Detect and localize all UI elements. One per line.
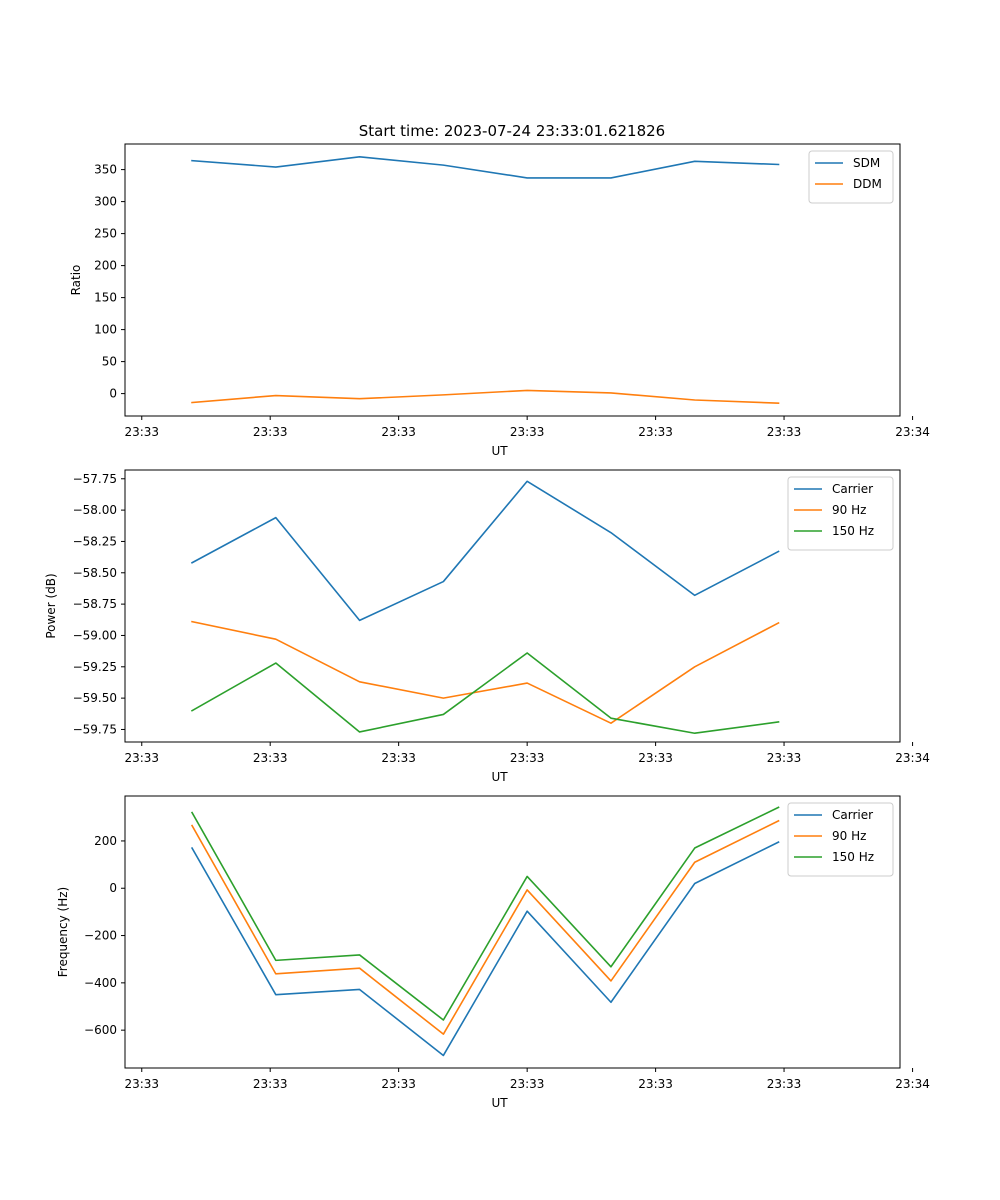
series-line-ddm xyxy=(191,389,780,405)
x-tick-label: 23:33 xyxy=(253,751,288,765)
y-tick-label: −400 xyxy=(84,976,117,990)
y-axis-label: Frequency (Hz) xyxy=(56,887,70,978)
y-tick-label: 150 xyxy=(94,291,117,305)
y-tick-label: 50 xyxy=(102,355,117,369)
y-tick-label: −58.25 xyxy=(73,534,117,548)
x-tick-label: 23:33 xyxy=(510,425,545,439)
y-tick-label: −57.75 xyxy=(73,472,117,486)
legend: Carrier 90 Hz 150 Hz xyxy=(787,802,894,877)
y-tick-label: −600 xyxy=(84,1023,117,1037)
y-tick-label: 200 xyxy=(94,834,117,848)
y-tick-label: 300 xyxy=(94,195,117,209)
series-line-150-hz xyxy=(190,652,780,735)
x-tick-label: 23:34 xyxy=(895,425,930,439)
x-axis-label: UT xyxy=(491,770,508,784)
legend: SDM DDM xyxy=(808,150,894,204)
y-tick-label: −59.25 xyxy=(73,660,117,674)
x-tick-label: 23:33 xyxy=(253,425,288,439)
series-line-carrier xyxy=(190,480,780,622)
y-tick-label: 350 xyxy=(94,163,117,177)
y-tick-label: −58.50 xyxy=(73,566,117,580)
y-tick-label: 0 xyxy=(109,387,117,401)
axes-frame xyxy=(124,795,901,1069)
legend: Carrier 90 Hz 150 Hz xyxy=(787,476,894,551)
legend-label: 90 Hz xyxy=(832,829,866,843)
y-axis-label: Ratio xyxy=(69,265,83,296)
y-tick-label: −59.50 xyxy=(73,691,117,705)
x-axis-label: UT xyxy=(491,1096,508,1110)
series-line-carrier xyxy=(190,841,780,1057)
x-tick-label: 23:33 xyxy=(510,751,545,765)
y-tick-label: −58.00 xyxy=(73,503,117,517)
series-line-90-hz xyxy=(190,819,780,1035)
axes-frame xyxy=(124,469,901,743)
subplot-2: 23:33 23:33 23:33 23:33 23:33 23:33 23:34 −59.7… xyxy=(44,469,930,784)
x-tick-label: 23:33 xyxy=(124,1077,159,1091)
x-tick-label: 23:33 xyxy=(381,1077,416,1091)
series-line-sdm xyxy=(191,156,780,179)
y-tick-label: −200 xyxy=(84,929,117,943)
x-tick-label: 23:34 xyxy=(895,751,930,765)
y-tick-label: −59.00 xyxy=(73,628,117,642)
series-line-90-hz xyxy=(191,620,780,725)
x-tick-label: 23:33 xyxy=(381,751,416,765)
y-tick-label: 0 xyxy=(109,881,117,895)
legend-label: 150 Hz xyxy=(832,524,874,538)
x-tick-label: 23:33 xyxy=(381,425,416,439)
x-tick-label: 23:33 xyxy=(638,751,673,765)
legend-label: 150 Hz xyxy=(832,850,874,864)
y-tick-label: −58.75 xyxy=(73,597,117,611)
legend-label: DDM xyxy=(853,177,882,191)
x-tick-label: 23:33 xyxy=(767,1077,802,1091)
x-tick-label: 23:33 xyxy=(767,751,802,765)
legend-label: Carrier xyxy=(832,808,873,822)
series-line-150-hz xyxy=(190,806,780,1021)
x-tick-label: 23:33 xyxy=(253,1077,288,1091)
legend-box xyxy=(808,150,894,204)
x-tick-label: 23:33 xyxy=(124,751,159,765)
plots: 23:33 23:33 23:33 23:33 23:33 23:33 23:34 0 50 10… xyxy=(44,143,930,1110)
subplot-1: 23:33 23:33 23:33 23:33 23:33 23:33 23:34 0 50 10… xyxy=(69,143,930,458)
legend-label: SDM xyxy=(853,156,880,170)
y-tick-label: 250 xyxy=(94,227,117,241)
y-tick-label: 100 xyxy=(94,323,117,337)
x-tick-label: 23:33 xyxy=(767,425,802,439)
legend-label: 90 Hz xyxy=(832,503,866,517)
legend-label: Carrier xyxy=(832,482,873,496)
x-tick-label: 23:33 xyxy=(124,425,159,439)
figure-title: Start time: 2023-07-24 23:33:01.621826 xyxy=(359,122,665,140)
y-tick-label: 200 xyxy=(94,259,117,273)
x-tick-label: 23:33 xyxy=(638,1077,673,1091)
subplot-3: 23:33 23:33 23:33 23:33 23:33 23:33 23:34 −600 −… xyxy=(56,795,930,1110)
x-tick-label: 23:34 xyxy=(895,1077,930,1091)
x-tick-label: 23:33 xyxy=(510,1077,545,1091)
axes-frame xyxy=(124,143,901,417)
x-axis-label: UT xyxy=(491,444,508,458)
y-axis-label: Power (dB) xyxy=(44,573,58,638)
y-tick-label: −59.75 xyxy=(73,722,117,736)
x-tick-label: 23:33 xyxy=(638,425,673,439)
